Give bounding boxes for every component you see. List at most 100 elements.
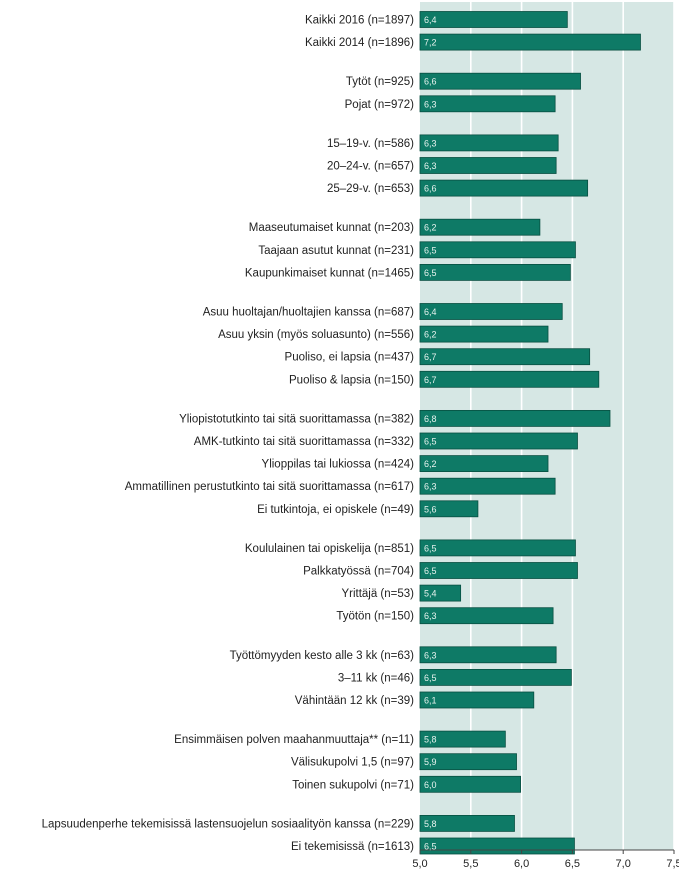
data-label: 6,7 bbox=[424, 375, 437, 385]
data-label: 6,3 bbox=[424, 650, 437, 660]
category-label: Välisukupolvi 1,5 (n=97) bbox=[291, 757, 414, 769]
bar bbox=[419, 691, 535, 709]
bar bbox=[419, 263, 571, 281]
data-label: 6,5 bbox=[424, 842, 437, 852]
data-label: 7,2 bbox=[424, 38, 437, 48]
data-label: 6,0 bbox=[424, 780, 437, 790]
category-label: Vähintään 12 kk (n=39) bbox=[295, 695, 414, 707]
category-label: Kaikki 2014 (n=1896) bbox=[305, 37, 414, 49]
data-label: 6,4 bbox=[424, 15, 437, 25]
bar bbox=[419, 432, 578, 450]
category-label: 25–29-v. (n=653) bbox=[327, 183, 414, 195]
data-label: 6,3 bbox=[424, 161, 437, 171]
data-label: 6,3 bbox=[424, 611, 437, 621]
x-tick-label: 6,5 bbox=[565, 858, 580, 870]
category-label: Koululainen tai opiskelija (n=851) bbox=[245, 543, 414, 555]
data-label: 5,8 bbox=[424, 819, 437, 829]
bar bbox=[419, 95, 556, 113]
category-label: Työtön (n=150) bbox=[336, 611, 414, 623]
bar bbox=[419, 539, 576, 557]
bar bbox=[419, 11, 568, 28]
category-label: Puoliso, ei lapsia (n=437) bbox=[285, 352, 415, 364]
x-tick-label: 7,5 bbox=[666, 858, 679, 870]
category-label: Yliopistotutkinto tai sitä suorittamassa… bbox=[179, 413, 414, 425]
data-label: 6,3 bbox=[424, 99, 437, 109]
category-label: Asuu yksin (myös soluasunto) (n=556) bbox=[218, 329, 414, 341]
x-tick-label: 7,0 bbox=[616, 858, 631, 870]
bar bbox=[419, 134, 559, 152]
bar bbox=[419, 33, 641, 51]
data-label: 6,6 bbox=[424, 77, 437, 87]
bar bbox=[419, 646, 557, 664]
bar bbox=[419, 72, 581, 90]
category-label: 3–11 kk (n=46) bbox=[338, 672, 414, 684]
data-label: 5,9 bbox=[424, 757, 437, 767]
category-label: Yrittäjä (n=53) bbox=[341, 588, 414, 600]
data-label: 6,5 bbox=[424, 437, 437, 447]
category-label: Palkkatyössä (n=704) bbox=[303, 566, 414, 578]
bar bbox=[419, 584, 462, 602]
bar bbox=[419, 179, 589, 197]
bar bbox=[419, 775, 521, 793]
bar bbox=[419, 303, 563, 320]
x-tick-label: 5,0 bbox=[412, 858, 427, 870]
data-label: 6,5 bbox=[424, 268, 437, 278]
bar bbox=[419, 348, 591, 366]
bar bbox=[419, 607, 554, 625]
x-tick-label: 5,5 bbox=[463, 858, 478, 870]
category-label: AMK-tutkinto tai sitä suorittamassa (n=3… bbox=[194, 436, 414, 448]
category-label: Kaupunkimaiset kunnat (n=1465) bbox=[245, 267, 414, 279]
data-label: 6,1 bbox=[424, 696, 437, 706]
category-label: Lapsuudenperhe tekemisissä lastensuojelu… bbox=[42, 818, 415, 830]
data-label: 6,5 bbox=[424, 673, 437, 683]
data-label: 6,5 bbox=[424, 245, 437, 255]
data-label: 6,3 bbox=[424, 138, 437, 148]
category-label: Pojat (n=972) bbox=[345, 99, 415, 111]
bar bbox=[419, 815, 515, 832]
bar bbox=[419, 241, 576, 259]
data-label: 5,6 bbox=[424, 504, 437, 514]
bar bbox=[419, 218, 541, 236]
x-tick-label: 6,0 bbox=[514, 858, 529, 870]
bar bbox=[419, 837, 575, 855]
category-label: Ylioppilas tai lukiossa (n=424) bbox=[262, 459, 415, 471]
data-label: 6,2 bbox=[424, 459, 437, 469]
data-label: 6,5 bbox=[424, 566, 437, 576]
category-label: Toinen sukupolvi (n=71) bbox=[292, 779, 414, 791]
bar bbox=[419, 562, 578, 579]
category-label: Taajaan asutut kunnat (n=231) bbox=[258, 245, 414, 257]
category-label: 15–19-v. (n=586) bbox=[327, 138, 414, 150]
bar bbox=[419, 157, 557, 174]
data-label: 6,5 bbox=[424, 543, 437, 553]
data-label: 6,6 bbox=[424, 184, 437, 194]
category-label: Kaikki 2016 (n=1897) bbox=[305, 15, 414, 27]
category-label: Ensimmäisen polven maahanmuuttaja** (n=1… bbox=[174, 734, 414, 746]
data-label: 6,4 bbox=[424, 307, 437, 317]
bar bbox=[419, 409, 611, 427]
data-label: 6,8 bbox=[424, 414, 437, 424]
bar bbox=[419, 325, 549, 343]
data-label: 6,3 bbox=[424, 482, 437, 492]
data-label: 6,2 bbox=[424, 223, 437, 233]
category-label: Tytöt (n=925) bbox=[346, 76, 414, 88]
data-label: 6,7 bbox=[424, 352, 437, 362]
bar bbox=[419, 455, 549, 473]
data-label: 6,2 bbox=[424, 330, 437, 340]
category-label: Työttömyyden kesto alle 3 kk (n=63) bbox=[230, 650, 415, 662]
data-label: 5,4 bbox=[424, 589, 437, 599]
bar bbox=[419, 370, 600, 388]
category-label: Ammatillinen perustutkinto tai sitä suor… bbox=[125, 481, 414, 493]
category-label: Maaseutumaiset kunnat (n=203) bbox=[249, 222, 414, 234]
data-label: 5,8 bbox=[424, 735, 437, 745]
bar bbox=[419, 477, 556, 495]
category-label: Puoliso & lapsia (n=150) bbox=[289, 374, 414, 386]
category-label: Ei tekemisissä (n=1613) bbox=[291, 841, 414, 853]
bar bbox=[419, 730, 506, 748]
bar bbox=[419, 669, 572, 686]
category-label: 20–24-v. (n=657) bbox=[327, 161, 414, 173]
category-label: Ei tutkintoja, ei opiskele (n=49) bbox=[257, 504, 414, 516]
bar bbox=[419, 753, 517, 771]
bar bbox=[419, 500, 479, 518]
category-label: Asuu huoltajan/huoltajien kanssa (n=687) bbox=[203, 307, 414, 319]
